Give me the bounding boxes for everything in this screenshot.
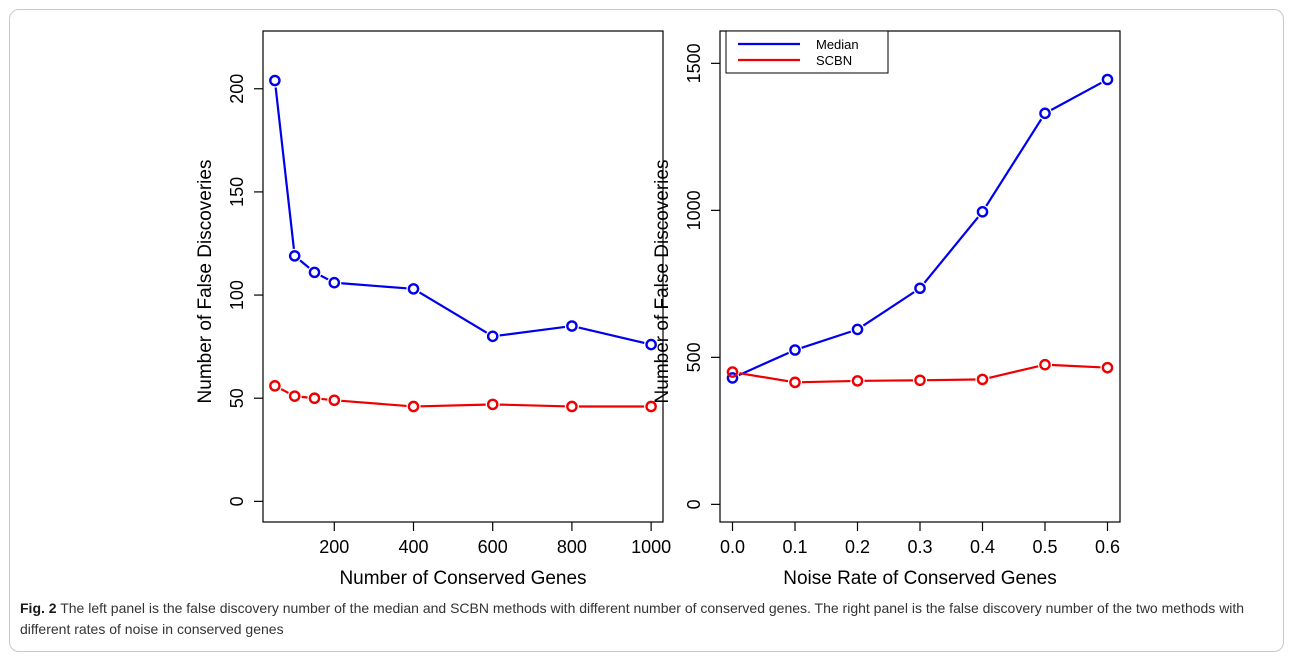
left-panel-blue-series-segment [274, 87, 295, 250]
left-panel-red-data-point [566, 400, 578, 413]
left-panel-red-data-point [645, 400, 657, 413]
right-panel-y-tick-label: 1500 [684, 43, 704, 83]
left-panel-red-data-point [308, 392, 321, 405]
left-panel-blue-data-point [328, 276, 341, 289]
right-panel-red-data-point [914, 374, 926, 387]
left-panel-red-series-segment [341, 399, 407, 408]
left-panel-y-tick-label: 0 [227, 496, 247, 506]
left-panel-x-tick-label: 1000 [631, 537, 671, 557]
left-panel-blue-data-point [407, 283, 420, 295]
left-panel-blue-data-point [288, 250, 301, 262]
right-panel-blue-series-segment [1050, 81, 1102, 111]
left-panel-red-data-point [486, 398, 499, 411]
right-panel-y-tick-label: 1000 [684, 190, 704, 230]
left-panel-blue-data-point [645, 338, 657, 351]
left-panel-blue-data-point [566, 320, 578, 332]
right-panel-red-data-point [789, 376, 801, 389]
right-panel-blue-data-point [914, 282, 926, 295]
right-panel-red-data-point [726, 366, 739, 378]
left-panel-blue-series-segment [299, 259, 310, 269]
right-panel-y-tick-label: 0 [684, 499, 704, 509]
left-panel-red-data-point [328, 394, 341, 407]
left-panel-x-tick-label: 200 [319, 537, 349, 557]
right-panel-blue-data-point [1101, 73, 1114, 86]
right-panel-red-data-point [851, 375, 864, 387]
right-panel-blue-series-segment [985, 118, 1043, 207]
right-panel-blue-series-segment [862, 291, 915, 327]
right-panel-red-series-segment [926, 378, 976, 382]
right-panel-red-series-segment [739, 372, 789, 383]
left-panel-red-series-segment [301, 395, 308, 399]
left-panel-x-axis-title: Number of Conserved Genes [339, 568, 586, 589]
right-panel-red-data-point [1039, 358, 1051, 371]
left-panel-blue-series-segment [578, 326, 645, 345]
left-panel-y-tick-label: 200 [227, 74, 247, 104]
left-panel-red-data-point [407, 400, 420, 413]
figure-frame [9, 9, 1284, 652]
right-panel-legend-red-label: SCBN [816, 53, 852, 68]
right-panel-y-tick-label: 500 [684, 342, 704, 372]
right-panel-blue-data-point [976, 206, 989, 218]
left-panel-blue-series-segment [320, 274, 329, 281]
left-panel-chart: 0 50 100 150 200 200 400 600 800 1000 Number of Co… [195, 30, 671, 589]
right-panel-legend-blue-label: Median [816, 37, 859, 52]
right-panel-x-tick-label: 0.3 [907, 537, 932, 557]
left-panel-blue-series-segment [499, 325, 566, 337]
right-panel-chart: 0 500 1000 1500 0.0 0.1 0.2 0.3 0.4 0.5 0.6 Noise R… [652, 30, 1121, 589]
right-panel-blue-series-segment [923, 216, 979, 284]
left-panel-x-tick-label: 400 [398, 537, 428, 557]
right-panel-blue-data-point [851, 323, 864, 336]
right-panel-legend-box [725, 30, 889, 74]
left-panel-blue-series-segment [341, 282, 407, 290]
right-panel-x-tick-label: 0.0 [720, 537, 745, 557]
right-panel-x-tick-label: 0.6 [1095, 537, 1120, 557]
right-panel-red-series-segment [989, 365, 1039, 379]
right-panel-blue-data-point [726, 372, 739, 384]
figure-caption: Fig. 2 The left panel is the false disco… [20, 598, 1270, 640]
right-panel-blue-data-point [1039, 107, 1051, 120]
left-panel-y-tick-label: 150 [227, 177, 247, 207]
left-panel-red-data-point [269, 380, 281, 392]
left-panel-blue-data-point [269, 74, 281, 87]
left-panel-blue-series-segment [418, 291, 488, 334]
right-panel-red-series-segment [1051, 363, 1101, 369]
left-panel-x-tick-label: 800 [557, 537, 587, 557]
left-panel-y-tick-label: 50 [227, 388, 247, 408]
right-panel-red-data-point [976, 373, 989, 386]
left-panel-blue-data-point [486, 330, 499, 343]
caption-label: Fig. 2 [20, 600, 57, 616]
left-panel-red-data-point [288, 390, 301, 402]
right-panel-blue-series-segment [801, 330, 852, 349]
left-panel-red-series-segment [280, 388, 289, 394]
left-panel-y-axis-title: Number of False Discoveries [195, 160, 216, 404]
right-panel-y-axis-title: Number of False Discoveries [652, 160, 673, 404]
right-panel-x-tick-label: 0.2 [845, 537, 870, 557]
left-panel-blue-data-point [308, 266, 321, 279]
left-panel-x-tick-label: 600 [478, 537, 508, 557]
right-panel-blue-data-point [789, 344, 801, 356]
left-panel-red-series-segment [321, 397, 328, 401]
right-panel-x-axis-title: Noise Rate of Conserved Genes [783, 568, 1057, 589]
left-panel-plot-frame [262, 30, 664, 523]
right-panel-blue-series-segment [738, 351, 790, 377]
caption-text: The left panel is the false discovery nu… [20, 600, 1245, 637]
right-panel-red-data-point [1101, 361, 1114, 374]
left-panel-y-tick-label: 100 [227, 280, 247, 310]
right-panel-x-tick-label: 0.5 [1032, 537, 1057, 557]
right-panel-x-tick-label: 0.1 [782, 537, 807, 557]
figure-charts: 0 50 100 150 200 200 400 600 800 1000 Number of Co… [195, 30, 1121, 589]
right-panel-x-tick-label: 0.4 [970, 537, 995, 557]
right-panel-red-series-segment [801, 379, 851, 384]
left-panel-red-series-segment [420, 403, 486, 408]
left-panel-red-series-segment [499, 403, 565, 408]
